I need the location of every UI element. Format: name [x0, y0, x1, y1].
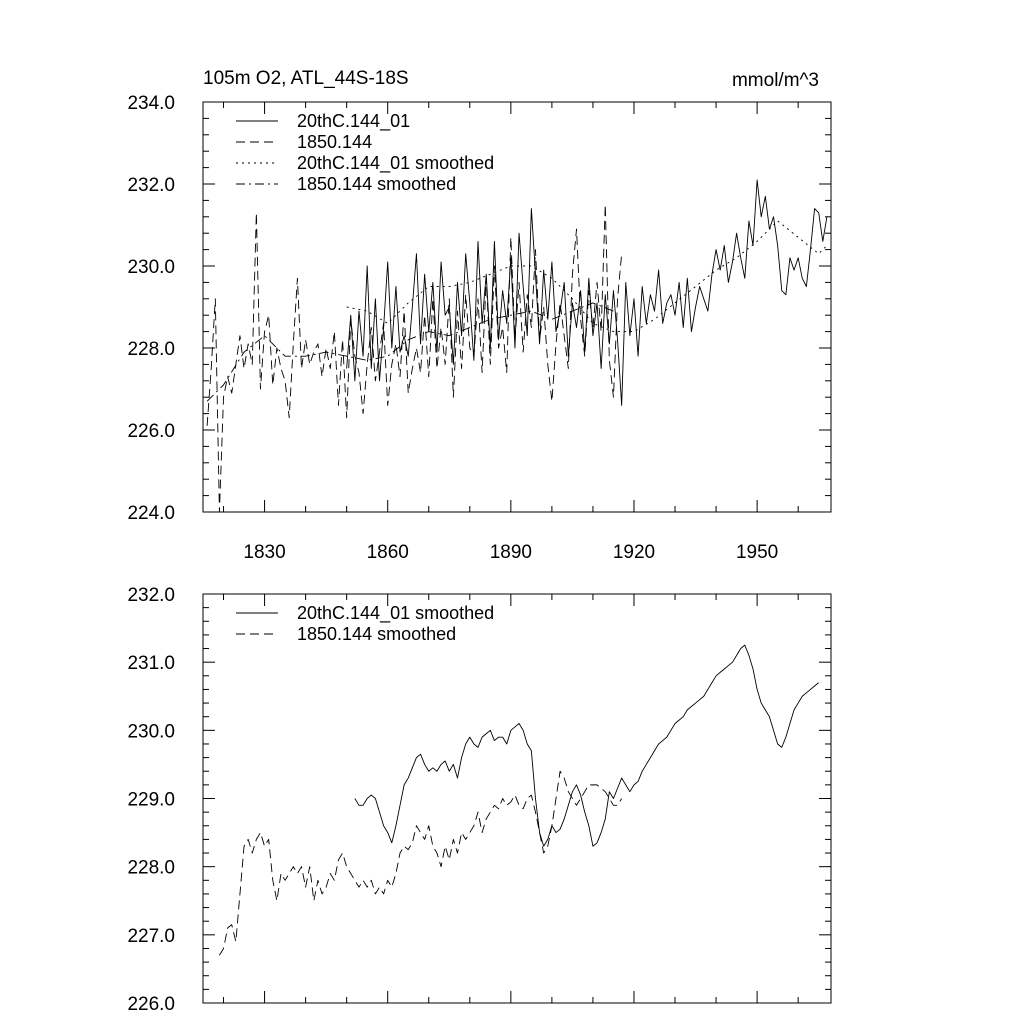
y-tick-label: 231.0	[127, 653, 175, 674]
y-tick-label: 224.0	[127, 503, 175, 524]
y-tick-label: 227.0	[127, 926, 175, 947]
y-tick-label: 226.0	[127, 994, 175, 1015]
y-tick-label: 230.0	[127, 257, 175, 278]
legend-label: 1850.144 smoothed	[297, 174, 456, 194]
x-tick-label: 1890	[490, 542, 532, 563]
y-tick-label: 228.0	[127, 339, 175, 360]
y-tick-label: 234.0	[127, 93, 175, 114]
y-tick-label: 226.0	[127, 421, 175, 442]
x-tick-label: 1950	[736, 542, 778, 563]
x-tick-label: 1830	[243, 542, 285, 563]
y-tick-label: 232.0	[127, 585, 175, 606]
bottom-panel: 226.0 227.0 228.0 229.0 230.0 231.0 232.0 20thC…	[127, 585, 832, 1015]
units-label: mmol/m^3	[732, 70, 819, 91]
top-panel: 105m O2, ATL_44S-18S mmol/m^3 224.0 226.0…	[127, 68, 832, 563]
chart-title: 105m O2, ATL_44S-18S	[203, 68, 409, 89]
series-line-20thc-144-01-smoothed	[346, 220, 828, 333]
series-line-20thc-144-01-smoothed	[354, 644, 819, 847]
series-line-20thc-144-01	[346, 179, 828, 406]
series-line-1850-144-smoothed	[206, 302, 614, 402]
legend-label: 1850.144	[297, 132, 372, 152]
series-line-1850-144	[206, 204, 623, 513]
y-tick-label: 232.0	[127, 175, 175, 196]
legend-label: 20thC.144_01 smoothed	[297, 153, 494, 174]
legend-label: 1850.144 smoothed	[297, 624, 456, 644]
legend-label: 20thC.144_01	[297, 111, 410, 132]
legend-label: 20thC.144_01 smoothed	[297, 603, 494, 624]
series-line-1850-144-smoothed	[219, 770, 623, 956]
y-tick-label: 230.0	[127, 721, 175, 742]
x-tick-label: 1920	[613, 542, 655, 563]
y-tick-label: 228.0	[127, 858, 175, 879]
plot-frame	[202, 101, 832, 513]
y-tick-label: 229.0	[127, 790, 175, 811]
x-tick-label: 1860	[367, 542, 409, 563]
